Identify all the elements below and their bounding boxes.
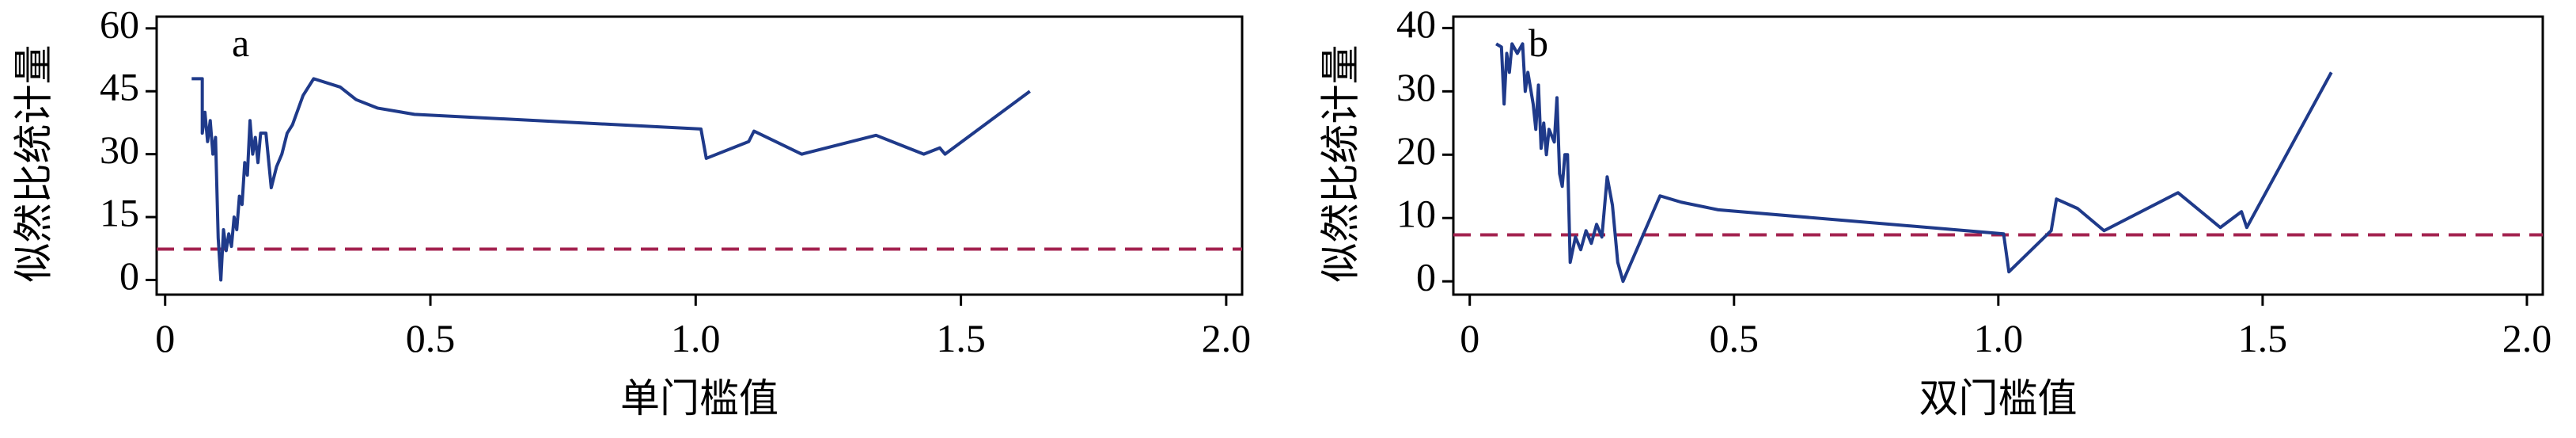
y-tick-label: 30 — [1396, 65, 1436, 109]
x-tick-label: 1.0 — [1974, 316, 2024, 360]
panel-label: a — [232, 21, 249, 65]
y-tick-label: 40 — [1396, 2, 1436, 46]
y-tick-label: 60 — [100, 2, 139, 46]
y-tick-label: 45 — [100, 65, 139, 109]
x-tick-label: 1.5 — [2238, 316, 2288, 360]
y-tick-label: 15 — [100, 191, 139, 235]
data-line — [191, 77, 1031, 282]
x-tick-label: 0.5 — [1710, 316, 1760, 360]
y-tick-label: 20 — [1396, 128, 1436, 173]
x-tick-label: 0 — [1460, 316, 1479, 360]
x-tick-label: 2.0 — [2502, 316, 2552, 360]
x-tick-label: 1.0 — [671, 316, 721, 360]
x-tick-label: 2.0 — [1202, 316, 1252, 360]
y-axis-label: 似然比统计量 — [11, 45, 55, 283]
plot-frame — [155, 15, 1244, 296]
y-tick-label: 0 — [1416, 255, 1436, 299]
panel-label: b — [1529, 21, 1548, 65]
y-tick-label: 0 — [119, 253, 139, 298]
y-axis-label: 似然比统计量 — [1318, 45, 1362, 283]
x-tick-label: 0 — [155, 316, 175, 360]
y-tick-label: 10 — [1396, 192, 1436, 236]
x-axis-label: 双门槛值 — [1919, 376, 2078, 421]
x-axis-label: 单门槛值 — [620, 376, 778, 421]
y-tick-label: 30 — [100, 128, 139, 172]
x-tick-label: 1.5 — [936, 316, 986, 360]
data-line — [1495, 42, 2333, 284]
x-tick-label: 0.5 — [406, 316, 456, 360]
